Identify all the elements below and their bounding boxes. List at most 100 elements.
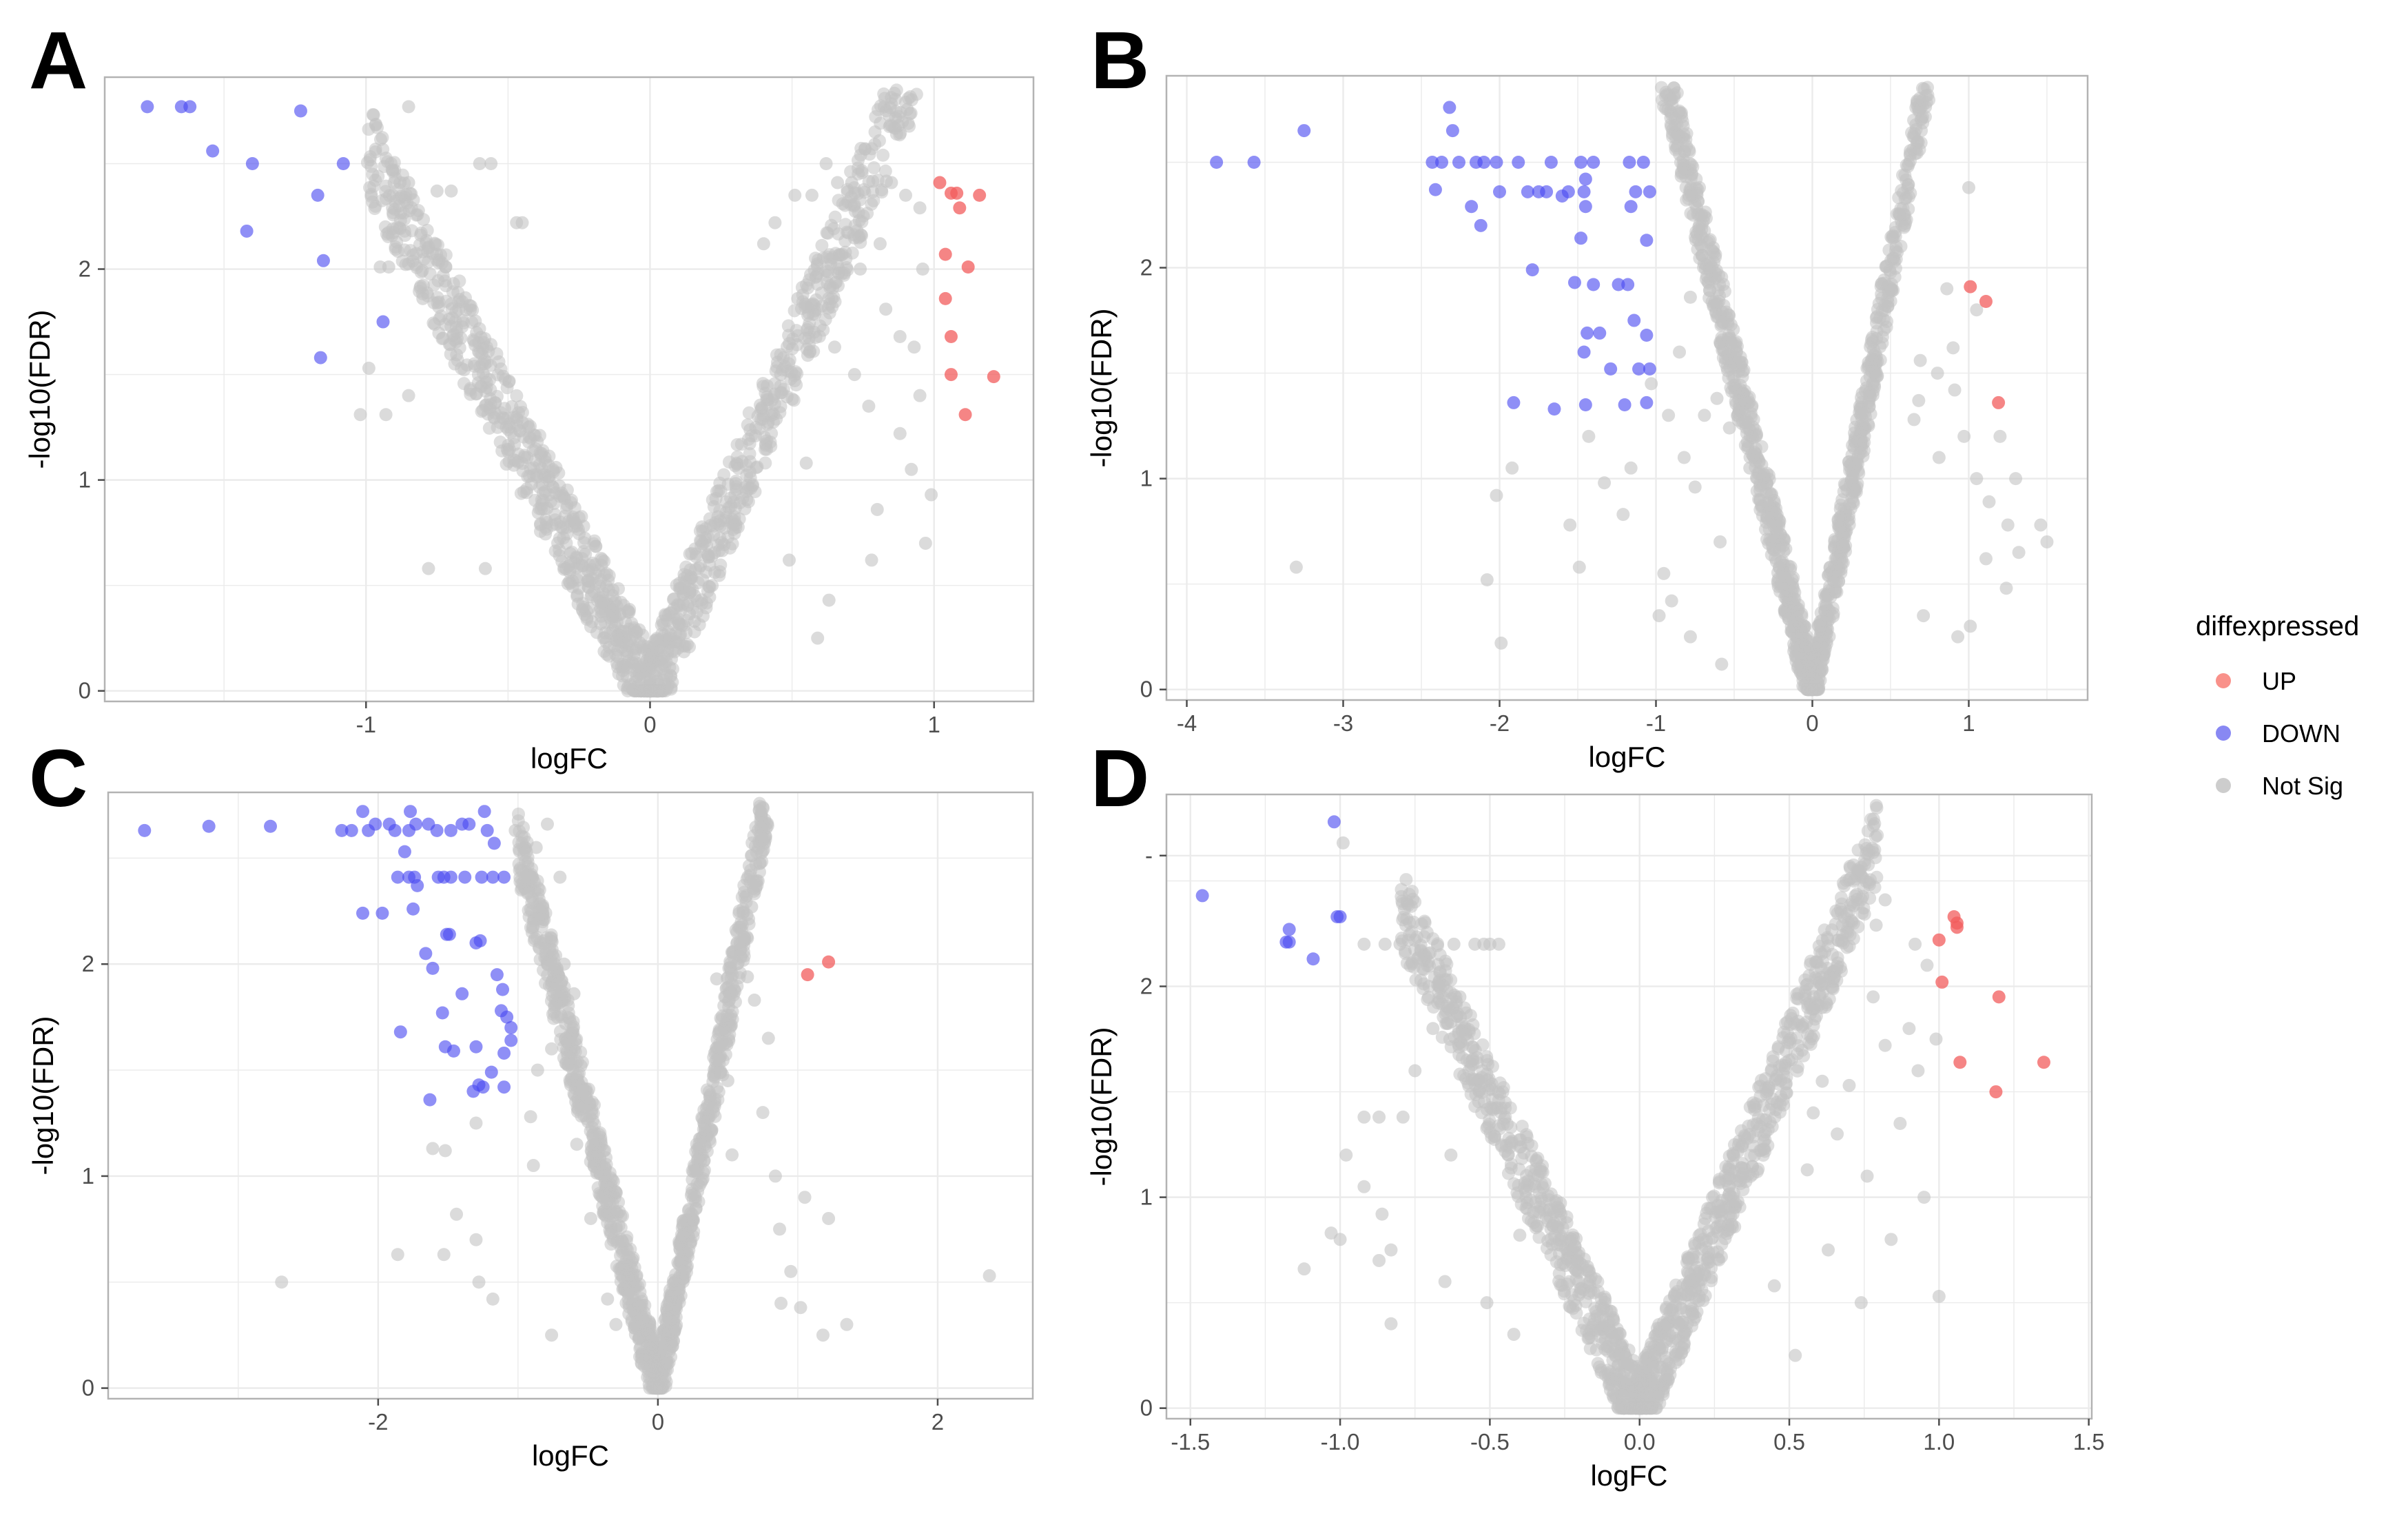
panel-c-point-down bbox=[409, 817, 423, 831]
panel-c-point-notsig bbox=[692, 1137, 706, 1151]
panel-a-point-notsig bbox=[713, 531, 727, 545]
panel-a-point-notsig bbox=[870, 502, 884, 516]
panel-a-point-notsig bbox=[672, 615, 686, 629]
panel-c-x-tick-label: -2 bbox=[368, 1409, 388, 1435]
panel-c-point-notsig bbox=[725, 1148, 739, 1162]
panel-a-y-tick-label: 2 bbox=[79, 256, 91, 282]
panel-b-point-down bbox=[1574, 155, 1588, 169]
panel-a-x-tick-label: 1 bbox=[928, 712, 940, 737]
panel-c-point-notsig bbox=[545, 1328, 559, 1342]
panel-b-point-down bbox=[1581, 326, 1594, 340]
panel-a-point-notsig bbox=[431, 291, 444, 305]
panel-c-point-notsig bbox=[591, 1146, 605, 1160]
panel-a-point-notsig bbox=[637, 684, 651, 698]
panel-a-point-notsig bbox=[622, 606, 636, 619]
panel-a-point-notsig bbox=[916, 263, 929, 276]
panel-b-point-notsig bbox=[1873, 311, 1887, 325]
panel-c-point-notsig bbox=[508, 823, 522, 837]
panel-b-point-notsig bbox=[1912, 393, 1926, 407]
panel-a-point-notsig bbox=[464, 382, 477, 395]
panel-c-y-axis-title: -log10(FDR) bbox=[27, 1016, 59, 1175]
panel-a-point-notsig bbox=[514, 400, 528, 413]
panel-b-point-notsig bbox=[1836, 539, 1850, 553]
panel-a-point-notsig bbox=[845, 246, 859, 260]
panel-b-point-notsig bbox=[1716, 333, 1729, 347]
panel-a-point-notsig bbox=[854, 263, 867, 276]
panel-c-point-down bbox=[426, 961, 440, 975]
panel-a-point-notsig bbox=[925, 488, 938, 502]
panel-b-point-notsig bbox=[1842, 455, 1855, 469]
panel-a-point-notsig bbox=[670, 578, 683, 592]
panel-a-point-notsig bbox=[827, 340, 841, 354]
panel-b-point-notsig bbox=[1834, 498, 1848, 512]
panel-a-point-notsig bbox=[918, 536, 932, 550]
panel-a-point-notsig bbox=[879, 302, 893, 316]
panel-b-point-notsig bbox=[1902, 190, 1915, 204]
panel-b-point-down bbox=[1477, 155, 1491, 169]
panel-a-point-notsig bbox=[788, 188, 802, 202]
panel-b-x-tick-label: -2 bbox=[1490, 710, 1510, 736]
panel-c-point-notsig bbox=[545, 1042, 559, 1056]
panel-a-point-notsig bbox=[565, 545, 579, 559]
panel-c-point-notsig bbox=[570, 1138, 584, 1151]
panel-a-point-notsig bbox=[677, 639, 690, 653]
panel-a-point-notsig bbox=[450, 325, 464, 339]
panel-a-point-up bbox=[944, 368, 958, 382]
panel-c-point-notsig bbox=[721, 1073, 734, 1087]
panel-b-point-notsig bbox=[1673, 147, 1687, 161]
panel-a-point-notsig bbox=[713, 476, 727, 490]
panel-c-point-down bbox=[458, 870, 472, 884]
panel-c-point-notsig bbox=[595, 1189, 608, 1203]
panel-d-point-notsig bbox=[1532, 1231, 1546, 1244]
panel-a-point-notsig bbox=[760, 442, 774, 456]
panel-c-point-down bbox=[446, 1044, 460, 1058]
panel-d-point-notsig bbox=[1496, 1085, 1510, 1099]
panel-a-point-notsig bbox=[685, 546, 699, 560]
panel-a-point-notsig bbox=[537, 502, 550, 516]
panel-c-point-down bbox=[356, 805, 370, 819]
panel-a-point-notsig bbox=[689, 562, 703, 576]
panel-c-point-down bbox=[391, 870, 404, 884]
panel-b-y-axis-title: -log10(FDR) bbox=[1085, 308, 1118, 467]
panel-a-point-notsig bbox=[699, 522, 713, 535]
panel-b-point-notsig bbox=[1907, 413, 1921, 427]
panel-b-point-down bbox=[1577, 345, 1591, 359]
panel-c-y-tick-label: 0 bbox=[82, 1375, 94, 1401]
panel-a-point-notsig bbox=[757, 237, 770, 251]
panel-a-point-notsig bbox=[834, 248, 848, 262]
panel-b-point-notsig bbox=[1993, 429, 2007, 443]
panel-c-point-notsig bbox=[524, 902, 537, 916]
panel-b-point-notsig bbox=[1764, 511, 1778, 525]
panel-b-point-down bbox=[1636, 155, 1650, 169]
panel-a-point-notsig bbox=[905, 462, 918, 476]
panel-a-point-up bbox=[973, 188, 987, 202]
panel-c-point-notsig bbox=[618, 1260, 632, 1274]
panel-a-point-notsig bbox=[632, 657, 646, 670]
panel-c-point-notsig bbox=[590, 1164, 604, 1178]
panel-b-point-notsig bbox=[1743, 461, 1757, 475]
panel-c-point-notsig bbox=[798, 1191, 812, 1204]
panel-a-point-notsig bbox=[821, 276, 834, 290]
panel-c-point-down bbox=[486, 870, 500, 884]
panel-a-point-notsig bbox=[876, 148, 890, 162]
panel-c-point-notsig bbox=[559, 1016, 573, 1030]
panel-c-point-notsig bbox=[531, 1063, 544, 1077]
panel-b-point-notsig bbox=[1728, 386, 1742, 400]
panel-a-point-notsig bbox=[484, 392, 497, 406]
panel-a-point-notsig bbox=[393, 176, 407, 189]
panel-b-point-notsig bbox=[1870, 331, 1884, 345]
panel-a-point-notsig bbox=[402, 389, 415, 402]
panel-c-point-notsig bbox=[536, 907, 550, 921]
panel-a-point-notsig bbox=[815, 238, 829, 252]
panel-a-point-notsig bbox=[580, 613, 594, 626]
panel-b-point-notsig bbox=[1616, 508, 1630, 522]
panel-a-point-notsig bbox=[519, 486, 533, 500]
panel-a-point-notsig bbox=[366, 195, 380, 209]
panel-a-point-notsig bbox=[898, 188, 912, 202]
panel-a-point-notsig bbox=[604, 604, 617, 618]
panel-c-point-notsig bbox=[567, 987, 581, 1000]
panel-a-point-notsig bbox=[491, 368, 505, 382]
panel-b-point-notsig bbox=[1598, 476, 1612, 490]
panel-b-point-down bbox=[1210, 155, 1224, 169]
